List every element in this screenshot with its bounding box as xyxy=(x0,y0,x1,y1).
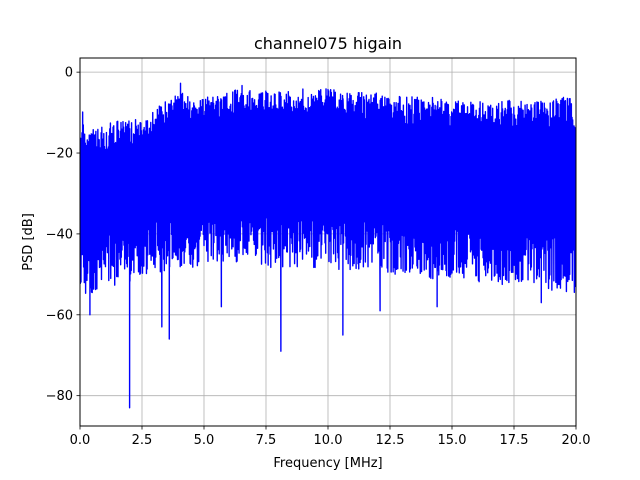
x-tick-label: 5.0 xyxy=(194,433,215,448)
y-axis: 0 −20 −40 −60 −80 xyxy=(46,66,80,404)
y-tick-label: −20 xyxy=(46,147,73,162)
x-tick-label: 17.5 xyxy=(500,433,529,448)
x-tick-label: 15.0 xyxy=(438,433,467,448)
x-axis: 0.0 2.5 5.0 7.5 10.0 12.5 15.0 17.5 20.0 xyxy=(70,426,591,448)
x-axis-label: Frequency [MHz] xyxy=(273,456,382,471)
psd-series-line xyxy=(80,82,576,409)
x-tick-label: 12.5 xyxy=(376,433,405,448)
series-layer xyxy=(80,82,576,409)
y-axis-label: PSD [dB] xyxy=(21,213,36,271)
y-tick-label: −80 xyxy=(46,389,73,404)
y-tick-label: −40 xyxy=(46,227,73,242)
x-tick-label: 7.5 xyxy=(256,433,277,448)
x-tick-label: 0.0 xyxy=(70,433,91,448)
x-tick-label: 20.0 xyxy=(562,433,591,448)
x-tick-label: 10.0 xyxy=(314,433,343,448)
chart-title: channel075 higain xyxy=(254,34,402,53)
y-tick-label: −60 xyxy=(46,308,73,323)
x-tick-label: 2.5 xyxy=(132,433,153,448)
y-tick-label: 0 xyxy=(65,66,73,81)
